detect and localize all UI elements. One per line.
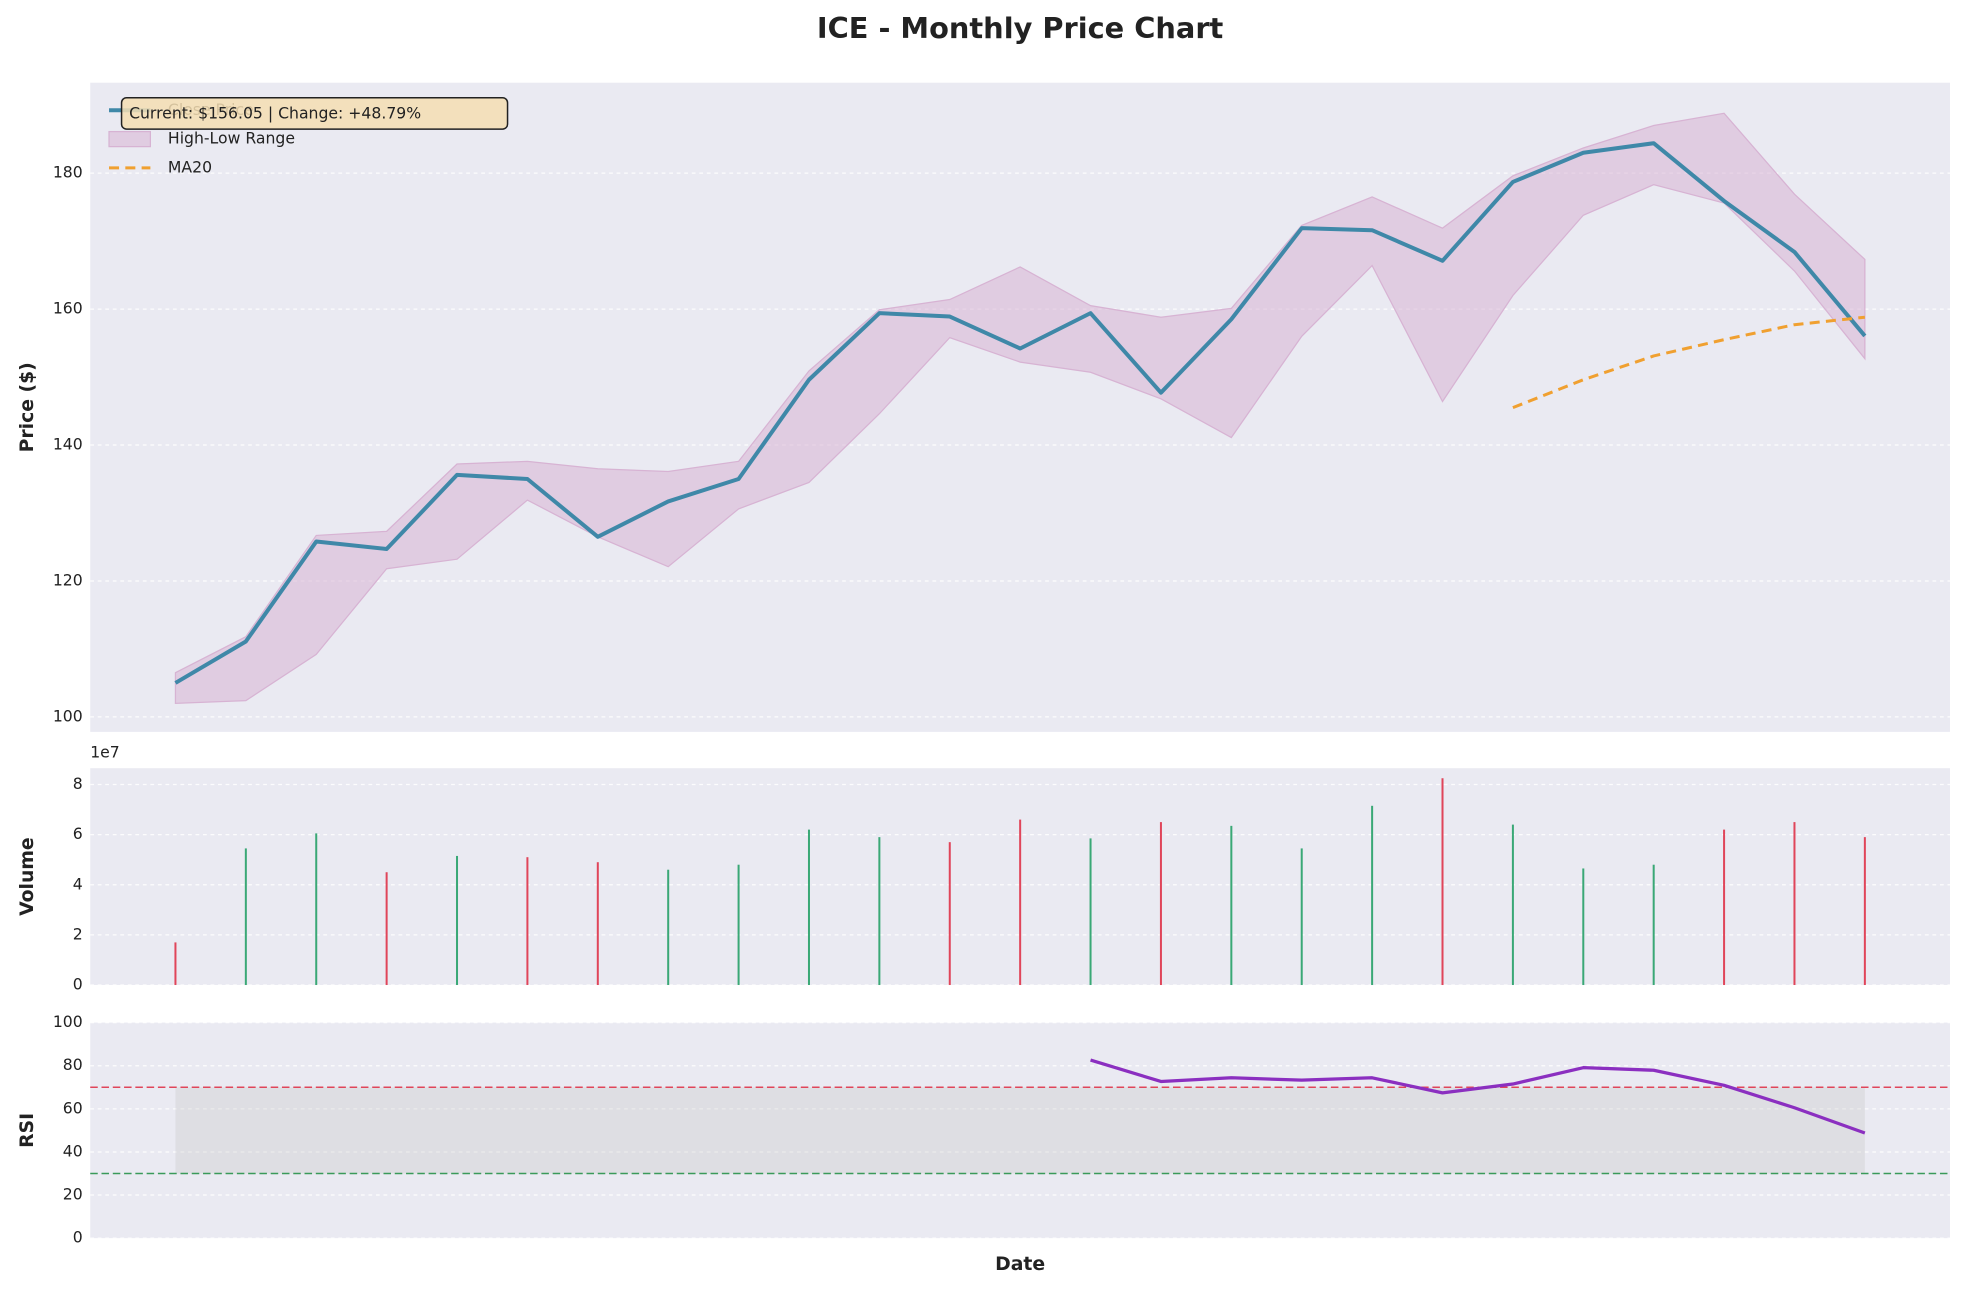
y-axis-label: RSI <box>17 1113 38 1148</box>
y-tick-label: 80 <box>63 1055 83 1074</box>
volume-bar <box>948 842 951 986</box>
y-tick-label: 0 <box>73 975 83 994</box>
volume-bar <box>1089 838 1092 986</box>
volume-bar <box>1300 848 1303 986</box>
y-axis-label: Price ($) <box>17 362 38 452</box>
volume-bar <box>174 942 177 986</box>
annotation-box <box>120 96 509 130</box>
volume-bar <box>878 837 881 986</box>
y-tick-label: 6 <box>73 824 83 843</box>
volume-bar <box>596 862 599 986</box>
y-tick-label: 0 <box>73 1228 83 1247</box>
volume-bar <box>1019 819 1022 986</box>
legend-swatch <box>108 130 152 148</box>
volume-bar <box>315 833 318 986</box>
volume-bar <box>456 855 459 986</box>
series-line <box>174 141 1867 685</box>
canvas: ICE - Monthly Price Chart 100 120 140 160 18… <box>17 11 1950 1275</box>
volume-bar <box>526 857 529 986</box>
volume-bar <box>1723 829 1726 986</box>
rsi-band <box>175 1087 1865 1174</box>
legend-label: High-Low Range <box>168 129 295 148</box>
x-axis-label: Date <box>995 1254 1045 1275</box>
y-tick-label: 140 <box>53 435 83 454</box>
volume-bar <box>667 869 670 986</box>
chart-title: ICE - Monthly Price Chart <box>817 11 1224 45</box>
y-tick-label: 180 <box>53 163 83 182</box>
volume-bar <box>1230 825 1233 986</box>
volume-bar <box>1582 868 1585 986</box>
y-tick-label: 100 <box>53 706 83 725</box>
volume-bar <box>1441 778 1444 986</box>
y-tick-label: 4 <box>73 874 83 893</box>
y-axis-label: Volume <box>17 837 38 916</box>
y-tick-label: 120 <box>53 570 83 589</box>
y-tick-label: 8 <box>73 774 83 793</box>
series-line <box>1512 315 1866 410</box>
y-tick-label: 40 <box>63 1141 83 1160</box>
volume-bar <box>807 829 810 986</box>
axis-scale-label: 1e7 <box>90 743 120 762</box>
volume-bar <box>244 848 247 986</box>
y-tick-label: 2 <box>73 924 83 943</box>
series-line <box>1090 1058 1866 1135</box>
volume-bar <box>1371 805 1374 986</box>
y-tick-label: 60 <box>63 1098 83 1117</box>
volume-bar <box>1863 837 1866 986</box>
volume-bar <box>1652 864 1655 986</box>
y-tick-label: 100 <box>53 1012 83 1031</box>
y-tick-label: 160 <box>53 299 83 318</box>
volume-bar <box>385 872 388 986</box>
volume-bar <box>737 864 740 986</box>
legend-label: MA20 <box>168 157 212 176</box>
plot-background <box>90 1022 1950 1239</box>
annotation: Current: $156.05 | Change: +48.79% <box>129 104 421 123</box>
volume-bar <box>1511 824 1514 986</box>
volume-bar <box>1793 822 1796 986</box>
volume-bar <box>1159 822 1162 986</box>
y-tick-label: 20 <box>63 1185 83 1204</box>
